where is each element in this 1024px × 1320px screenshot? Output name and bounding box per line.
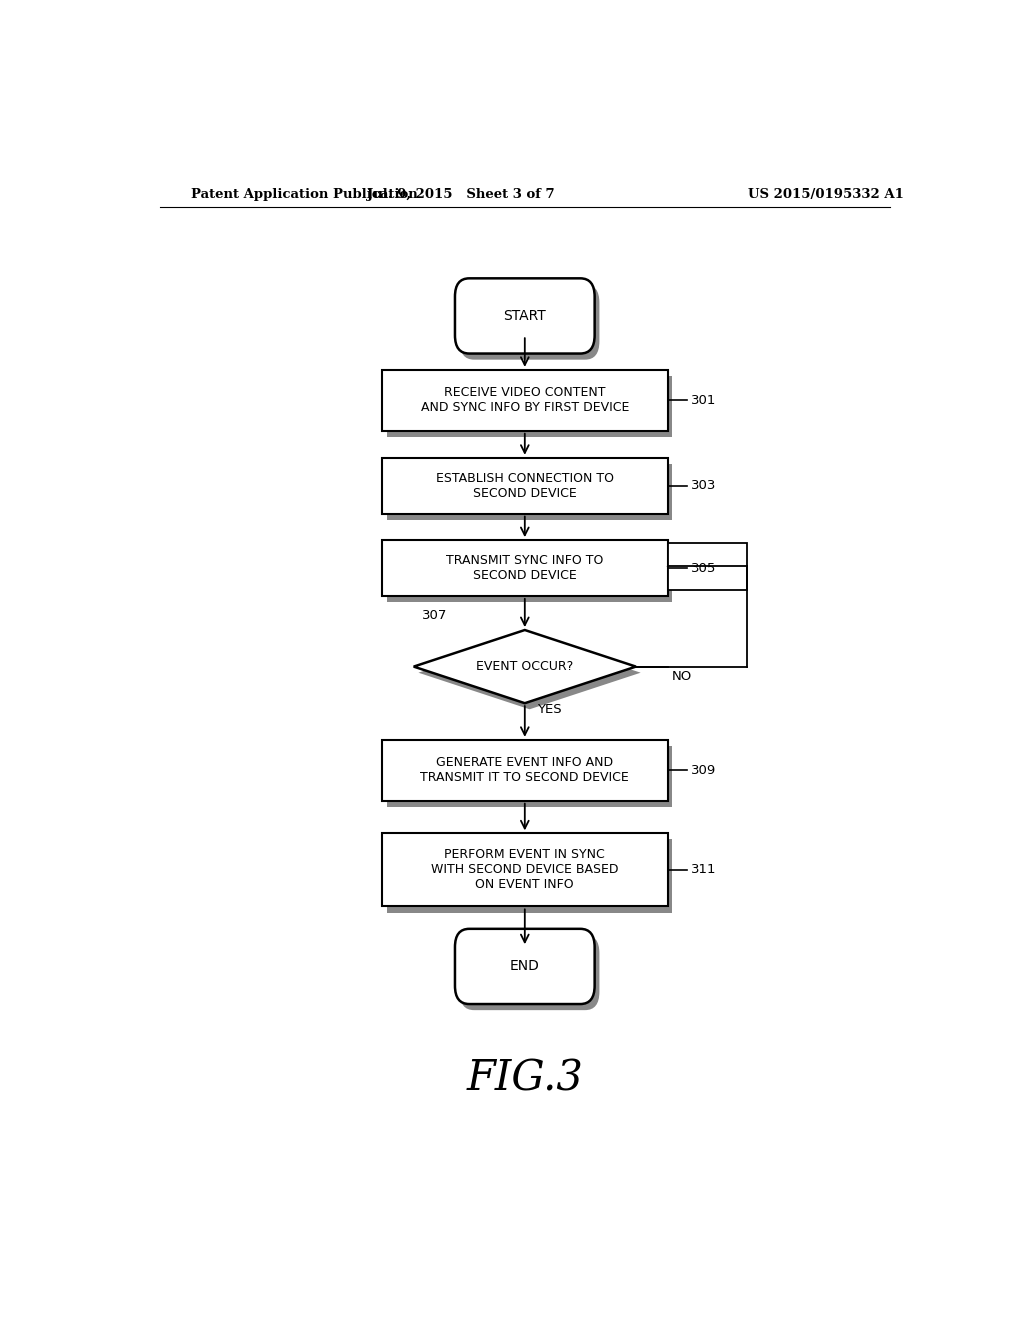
Text: US 2015/0195332 A1: US 2015/0195332 A1 — [749, 189, 904, 202]
Text: PERFORM EVENT IN SYNC
WITH SECOND DEVICE BASED
ON EVENT INFO: PERFORM EVENT IN SYNC WITH SECOND DEVICE… — [431, 849, 618, 891]
Text: Jul. 9, 2015   Sheet 3 of 7: Jul. 9, 2015 Sheet 3 of 7 — [368, 189, 555, 202]
Text: END: END — [510, 960, 540, 973]
Polygon shape — [414, 630, 636, 704]
Text: YES: YES — [537, 702, 561, 715]
Bar — [387, 746, 673, 807]
Text: START: START — [504, 309, 546, 323]
FancyBboxPatch shape — [455, 279, 595, 354]
Text: 309: 309 — [691, 764, 717, 776]
Bar — [387, 463, 673, 520]
Bar — [668, 543, 748, 590]
Polygon shape — [419, 636, 641, 709]
FancyBboxPatch shape — [460, 935, 599, 1010]
Bar — [387, 546, 673, 602]
Text: TRANSMIT SYNC INFO TO
SECOND DEVICE: TRANSMIT SYNC INFO TO SECOND DEVICE — [446, 554, 603, 582]
Bar — [387, 840, 673, 912]
Text: ESTABLISH CONNECTION TO
SECOND DEVICE: ESTABLISH CONNECTION TO SECOND DEVICE — [436, 471, 613, 500]
Text: 311: 311 — [691, 863, 717, 876]
Text: NO: NO — [672, 671, 692, 684]
Text: 305: 305 — [691, 561, 717, 574]
Text: Patent Application Publication: Patent Application Publication — [191, 189, 418, 202]
Text: RECEIVE VIDEO CONTENT
AND SYNC INFO BY FIRST DEVICE: RECEIVE VIDEO CONTENT AND SYNC INFO BY F… — [421, 387, 629, 414]
Bar — [382, 458, 668, 513]
Text: GENERATE EVENT INFO AND
TRANSMIT IT TO SECOND DEVICE: GENERATE EVENT INFO AND TRANSMIT IT TO S… — [421, 756, 629, 784]
Bar — [382, 739, 668, 801]
Text: 307: 307 — [422, 609, 447, 622]
Text: EVENT OCCUR?: EVENT OCCUR? — [476, 660, 573, 673]
Text: 303: 303 — [691, 479, 717, 492]
Bar — [387, 376, 673, 437]
FancyBboxPatch shape — [460, 284, 599, 359]
FancyBboxPatch shape — [455, 929, 595, 1005]
Text: FIG.3: FIG.3 — [466, 1057, 584, 1100]
Text: 301: 301 — [691, 393, 717, 407]
Bar — [382, 370, 668, 430]
Bar — [382, 833, 668, 907]
Bar — [382, 540, 668, 595]
